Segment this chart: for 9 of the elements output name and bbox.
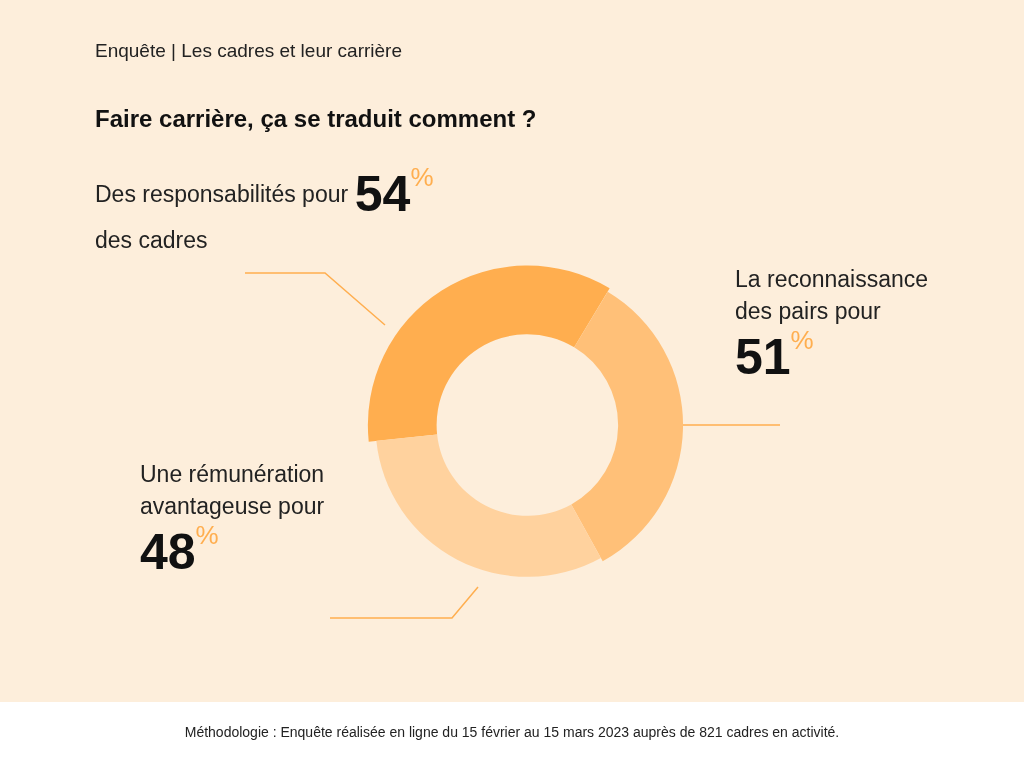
chart-subtitle: Enquête | Les cadres et leur carrière — [95, 40, 402, 62]
data-label: 48% — [140, 520, 219, 580]
text: Méthodologie : Enquête réalisée en ligne du 15 février au 15 mars 2023 auprès de 821 cadres en activité. — [183, 724, 841, 740]
slice-label: Une rémunération avantageuse pour — [140, 461, 325, 519]
category-label: Des responsabilités pour des cadres — [95, 181, 349, 253]
chart-title: Faire carrière, ça se traduit comment ? — [95, 105, 537, 133]
data-label: 51% — [735, 325, 814, 385]
slice-label: La reconnaissance des pairs pour — [735, 266, 929, 324]
data-label: 54% — [354, 162, 434, 222]
